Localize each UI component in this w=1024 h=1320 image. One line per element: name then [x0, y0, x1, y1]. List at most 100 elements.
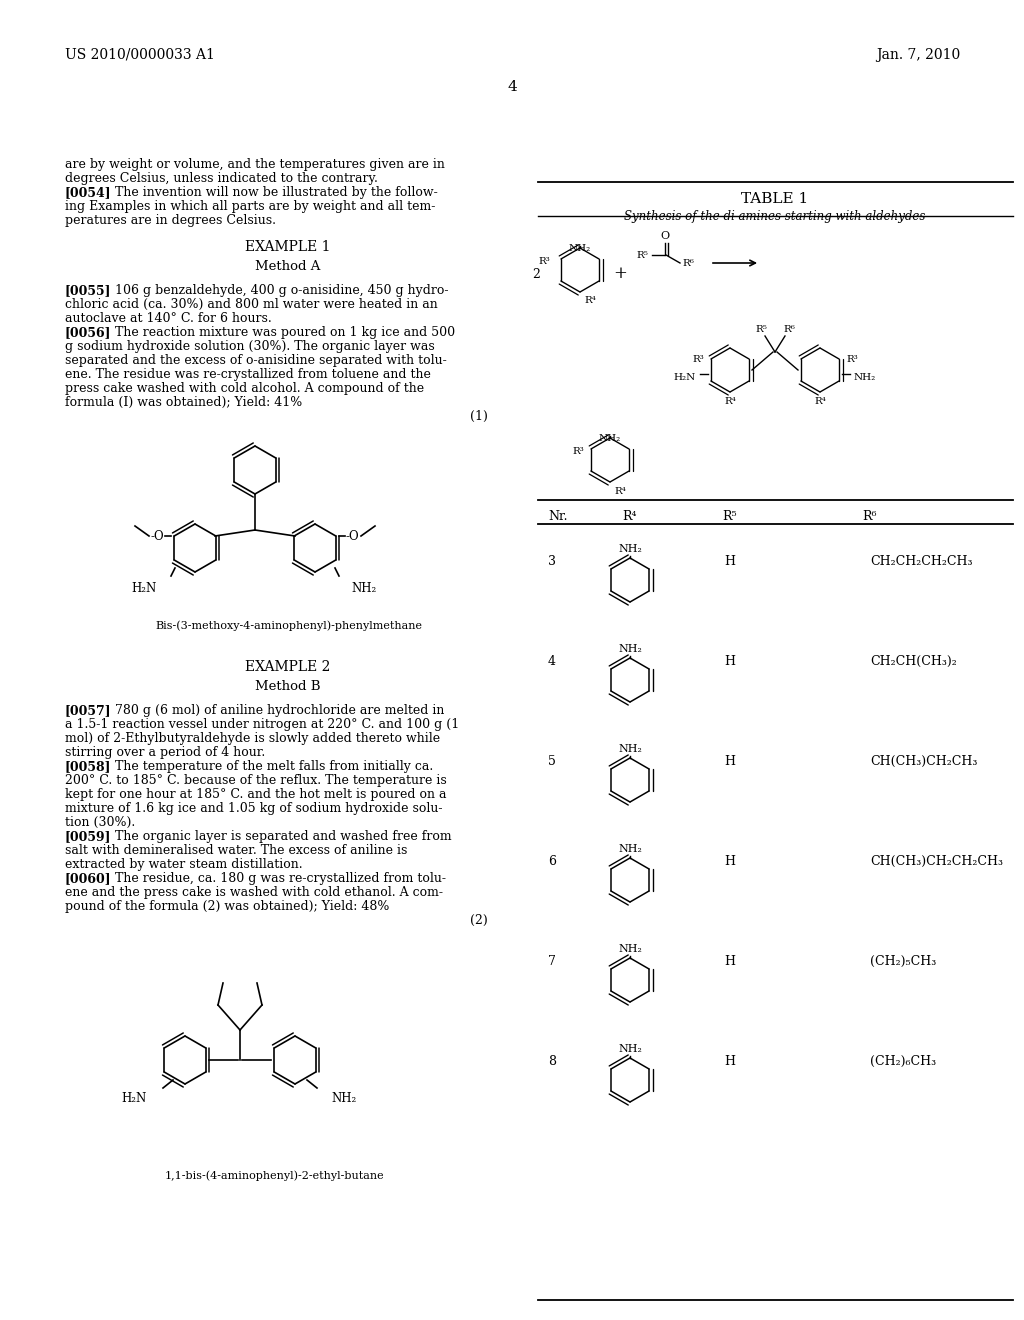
Text: US 2010/0000033 A1: US 2010/0000033 A1 — [65, 48, 215, 62]
Text: ene and the press cake is washed with cold ethanol. A com-: ene and the press cake is washed with co… — [65, 886, 443, 899]
Text: R⁴: R⁴ — [623, 510, 637, 523]
Text: H₂N: H₂N — [132, 582, 157, 595]
Text: The reaction mixture was poured on 1 kg ice and 500: The reaction mixture was poured on 1 kg … — [103, 326, 455, 339]
Text: kept for one hour at 185° C. and the hot melt is poured on a: kept for one hour at 185° C. and the hot… — [65, 788, 446, 801]
Text: salt with demineralised water. The excess of aniline is: salt with demineralised water. The exces… — [65, 843, 408, 857]
Text: R⁶: R⁶ — [682, 259, 694, 268]
Text: TABLE 1: TABLE 1 — [741, 191, 809, 206]
Text: 5: 5 — [548, 755, 556, 768]
Text: NH₂: NH₂ — [599, 434, 622, 444]
Text: -O: -O — [151, 529, 164, 543]
Text: 4: 4 — [548, 655, 556, 668]
Text: Bis-(3-methoxy-4-aminophenyl)-phenylmethane: Bis-(3-methoxy-4-aminophenyl)-phenylmeth… — [155, 620, 422, 631]
Text: EXAMPLE 1: EXAMPLE 1 — [245, 240, 331, 253]
Text: Jan. 7, 2010: Jan. 7, 2010 — [876, 48, 961, 62]
Text: Synthesis of the di amines starting with aldehydes: Synthesis of the di amines starting with… — [625, 210, 926, 223]
Text: R³: R³ — [539, 257, 550, 267]
Text: [0056]: [0056] — [65, 326, 112, 339]
Text: CH(CH₃)CH₂CH₃: CH(CH₃)CH₂CH₃ — [870, 755, 977, 768]
Text: (CH₂)₆CH₃: (CH₂)₆CH₃ — [870, 1055, 936, 1068]
Text: 3: 3 — [548, 554, 556, 568]
Text: 1,1-bis-(4-aminophenyl)-2-ethyl-butane: 1,1-bis-(4-aminophenyl)-2-ethyl-butane — [165, 1170, 385, 1180]
Text: NH₂: NH₂ — [618, 644, 642, 653]
Text: press cake washed with cold alcohol. A compound of the: press cake washed with cold alcohol. A c… — [65, 381, 424, 395]
Text: R³: R³ — [572, 447, 584, 457]
Text: ing Examples in which all parts are by weight and all tem-: ing Examples in which all parts are by w… — [65, 201, 435, 213]
Text: R³: R³ — [846, 355, 858, 364]
Text: mol) of 2-Ethylbutyraldehyde is slowly added thereto while: mol) of 2-Ethylbutyraldehyde is slowly a… — [65, 733, 440, 744]
Text: autoclave at 140° C. for 6 hours.: autoclave at 140° C. for 6 hours. — [65, 312, 271, 325]
Text: CH₂CH₂CH₂CH₃: CH₂CH₂CH₂CH₃ — [870, 554, 973, 568]
Text: [0057]: [0057] — [65, 704, 112, 717]
Text: are by weight or volume, and the temperatures given are in: are by weight or volume, and the tempera… — [65, 158, 444, 172]
Text: Method A: Method A — [255, 260, 321, 273]
Text: -O: -O — [346, 529, 359, 543]
Text: a 1.5-1 reaction vessel under nitrogen at 220° C. and 100 g (1: a 1.5-1 reaction vessel under nitrogen a… — [65, 718, 459, 731]
Text: degrees Celsius, unless indicated to the contrary.: degrees Celsius, unless indicated to the… — [65, 172, 378, 185]
Text: NH₂: NH₂ — [331, 1092, 356, 1105]
Text: peratures are in degrees Celsius.: peratures are in degrees Celsius. — [65, 214, 276, 227]
Text: chloric acid (ca. 30%) and 800 ml water were heated in an: chloric acid (ca. 30%) and 800 ml water … — [65, 298, 437, 312]
Text: NH₂: NH₂ — [854, 374, 877, 383]
Text: R⁶: R⁶ — [863, 510, 878, 523]
Text: NH₂: NH₂ — [351, 582, 376, 595]
Text: R⁵: R⁵ — [755, 325, 767, 334]
Text: H: H — [725, 954, 735, 968]
Text: g sodium hydroxide solution (30%). The organic layer was: g sodium hydroxide solution (30%). The o… — [65, 341, 435, 352]
Text: [0055]: [0055] — [65, 284, 112, 297]
Text: R⁴: R⁴ — [614, 487, 626, 496]
Text: pound of the formula (2) was obtained); Yield: 48%: pound of the formula (2) was obtained); … — [65, 900, 389, 913]
Text: ene. The residue was re-crystallized from toluene and the: ene. The residue was re-crystallized fro… — [65, 368, 431, 381]
Text: Method B: Method B — [255, 680, 321, 693]
Text: 780 g (6 mol) of aniline hydrochloride are melted in: 780 g (6 mol) of aniline hydrochloride a… — [103, 704, 444, 717]
Text: NH₂: NH₂ — [618, 744, 642, 754]
Text: R⁴: R⁴ — [814, 397, 826, 407]
Text: extracted by water steam distillation.: extracted by water steam distillation. — [65, 858, 303, 871]
Text: H₂N: H₂N — [122, 1092, 147, 1105]
Text: The temperature of the melt falls from initially ca.: The temperature of the melt falls from i… — [103, 760, 433, 774]
Text: H: H — [725, 655, 735, 668]
Text: (CH₂)₅CH₃: (CH₂)₅CH₃ — [870, 954, 936, 968]
Text: NH₂: NH₂ — [569, 244, 591, 253]
Text: NH₂: NH₂ — [618, 544, 642, 554]
Text: R⁴: R⁴ — [584, 296, 596, 305]
Text: EXAMPLE 2: EXAMPLE 2 — [245, 660, 331, 675]
Text: 4: 4 — [507, 81, 517, 94]
Text: NH₂: NH₂ — [618, 1044, 642, 1053]
Text: mixture of 1.6 kg ice and 1.05 kg of sodium hydroxide solu-: mixture of 1.6 kg ice and 1.05 kg of sod… — [65, 803, 442, 814]
Text: H₂N: H₂N — [674, 374, 696, 383]
Text: formula (I) was obtained); Yield: 41%: formula (I) was obtained); Yield: 41% — [65, 396, 302, 409]
Text: CH(CH₃)CH₂CH₂CH₃: CH(CH₃)CH₂CH₂CH₃ — [870, 855, 1002, 869]
Text: R³: R³ — [692, 355, 705, 364]
Text: (1): (1) — [470, 411, 487, 422]
Text: R⁵: R⁵ — [636, 251, 648, 260]
Text: [0054]: [0054] — [65, 186, 112, 199]
Text: H: H — [725, 755, 735, 768]
Text: stirring over a period of 4 hour.: stirring over a period of 4 hour. — [65, 746, 265, 759]
Text: [0059]: [0059] — [65, 830, 112, 843]
Text: NH₂: NH₂ — [618, 843, 642, 854]
Text: NH₂: NH₂ — [618, 944, 642, 954]
Text: 106 g benzaldehyde, 400 g o-anisidine, 450 g hydro-: 106 g benzaldehyde, 400 g o-anisidine, 4… — [103, 284, 449, 297]
Text: Nr.: Nr. — [548, 510, 567, 523]
Text: R⁶: R⁶ — [783, 325, 795, 334]
Text: H: H — [725, 1055, 735, 1068]
Text: [0060]: [0060] — [65, 873, 112, 884]
Text: separated and the excess of o-anisidine separated with tolu-: separated and the excess of o-anisidine … — [65, 354, 446, 367]
Text: H: H — [725, 554, 735, 568]
Text: R⁵: R⁵ — [723, 510, 737, 523]
Text: [0058]: [0058] — [65, 760, 112, 774]
Text: The organic layer is separated and washed free from: The organic layer is separated and washe… — [103, 830, 452, 843]
Text: The invention will now be illustrated by the follow-: The invention will now be illustrated by… — [103, 186, 437, 199]
Text: 200° C. to 185° C. because of the reflux. The temperature is: 200° C. to 185° C. because of the reflux… — [65, 774, 446, 787]
Text: H: H — [725, 855, 735, 869]
Text: The residue, ca. 180 g was re-crystallized from tolu-: The residue, ca. 180 g was re-crystalliz… — [103, 873, 446, 884]
Text: tion (30%).: tion (30%). — [65, 816, 135, 829]
Text: 7: 7 — [548, 954, 556, 968]
Text: 6: 6 — [548, 855, 556, 869]
Text: CH₂CH(CH₃)₂: CH₂CH(CH₃)₂ — [870, 655, 956, 668]
Text: 2: 2 — [532, 268, 540, 281]
Text: (2): (2) — [470, 913, 487, 927]
Text: R⁴: R⁴ — [724, 397, 736, 407]
Text: 8: 8 — [548, 1055, 556, 1068]
